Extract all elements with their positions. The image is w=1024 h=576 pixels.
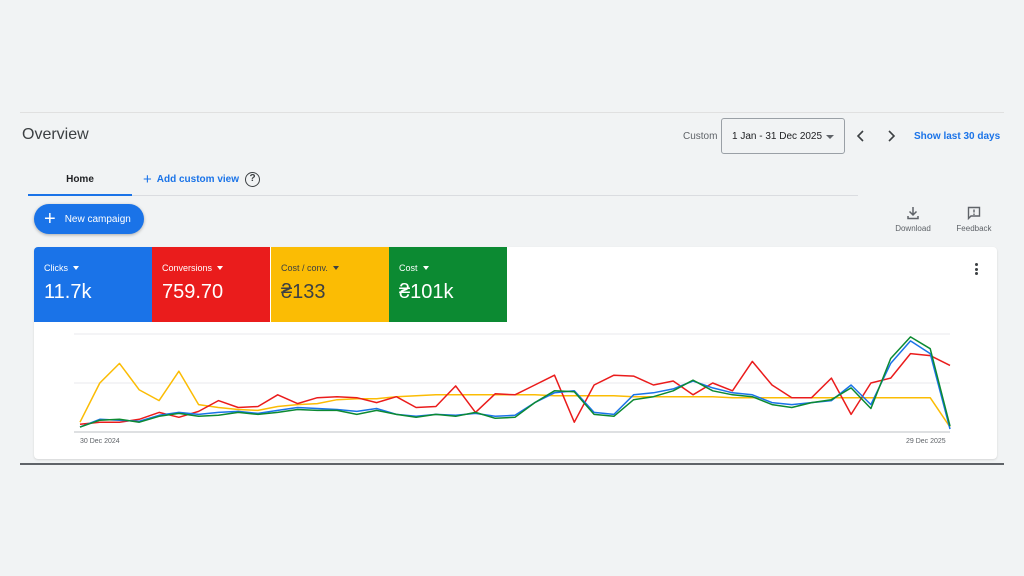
metric-cost-per-conv-header: Cost / conv. (281, 263, 379, 273)
feedback-button[interactable]: Feedback (953, 206, 995, 233)
performance-card: Clicks 11.7k Conversions 759.70 Cost / c… (34, 247, 997, 459)
metric-conversions-label: Conversions (162, 263, 213, 273)
metric-cost-per-conv-value: ₴133 (281, 281, 326, 303)
metric-conversions[interactable]: Conversions 759.70 (152, 247, 270, 322)
performance-chart (74, 333, 951, 433)
metric-cost-label: Cost (399, 263, 418, 273)
metric-cost-per-conv[interactable]: Cost / conv. ₴133 (271, 247, 389, 322)
x-axis-start-label: 30 Dec 2024 (80, 438, 120, 445)
bottom-divider (20, 463, 1004, 465)
add-custom-view-button[interactable]: + Add custom view (143, 170, 240, 188)
chevron-left-icon (856, 130, 864, 142)
metric-cost-value: ₴101k (399, 281, 454, 303)
chart-series-line-0 (79, 340, 951, 430)
new-campaign-button[interactable]: + New campaign (34, 204, 144, 234)
metric-cost[interactable]: Cost ₴101k (389, 247, 507, 322)
tab-home[interactable]: Home (28, 166, 132, 196)
metric-clicks-label: Clicks (44, 263, 68, 273)
chart-series-line-3 (79, 336, 951, 428)
chart-series-line-1 (79, 352, 951, 425)
dropdown-arrow-icon[interactable] (422, 266, 429, 270)
plus-icon: + (44, 208, 56, 230)
download-label: Download (895, 224, 931, 233)
download-button[interactable]: Download (893, 206, 933, 233)
next-period-button[interactable] (881, 126, 901, 146)
dropdown-arrow-icon[interactable] (332, 266, 339, 270)
download-icon (907, 207, 919, 220)
dropdown-caret-icon (826, 135, 834, 139)
date-range-label: Custom (683, 131, 718, 142)
page-title: Overview (22, 126, 89, 143)
metric-conversions-value: 759.70 (162, 281, 224, 303)
tabs-divider (28, 195, 858, 196)
feedback-icon (967, 206, 981, 220)
show-last-30-days-link[interactable]: Show last 30 days (914, 131, 1001, 142)
metric-clicks-header: Clicks (44, 263, 142, 273)
more-vert-icon[interactable] (972, 263, 980, 277)
help-icon[interactable]: ? (245, 172, 260, 187)
add-custom-view-label: Add custom view (156, 174, 240, 185)
metric-conversions-header: Conversions (162, 263, 260, 273)
new-campaign-label: New campaign (64, 213, 131, 225)
metric-clicks-value: 11.7k (44, 281, 92, 303)
date-range-value: 1 Jan - 31 Dec 2025 (732, 130, 823, 142)
dropdown-arrow-icon[interactable] (73, 266, 79, 270)
previous-period-button[interactable] (851, 126, 871, 146)
x-axis-end-label: 29 Dec 2025 (906, 438, 946, 445)
metric-clicks[interactable]: Clicks 11.7k (34, 247, 152, 322)
tab-home-label: Home (66, 174, 94, 185)
active-tab-indicator (28, 194, 132, 196)
top-divider (20, 112, 1004, 113)
metric-cost-per-conv-label: Cost / conv. (281, 263, 328, 273)
plus-icon: + (143, 170, 152, 188)
chevron-right-icon (888, 130, 896, 142)
dropdown-arrow-icon[interactable] (217, 266, 224, 270)
date-range-picker[interactable]: 1 Jan - 31 Dec 2025 (721, 118, 845, 154)
feedback-label: Feedback (956, 224, 992, 233)
metric-cost-header: Cost (399, 263, 497, 273)
